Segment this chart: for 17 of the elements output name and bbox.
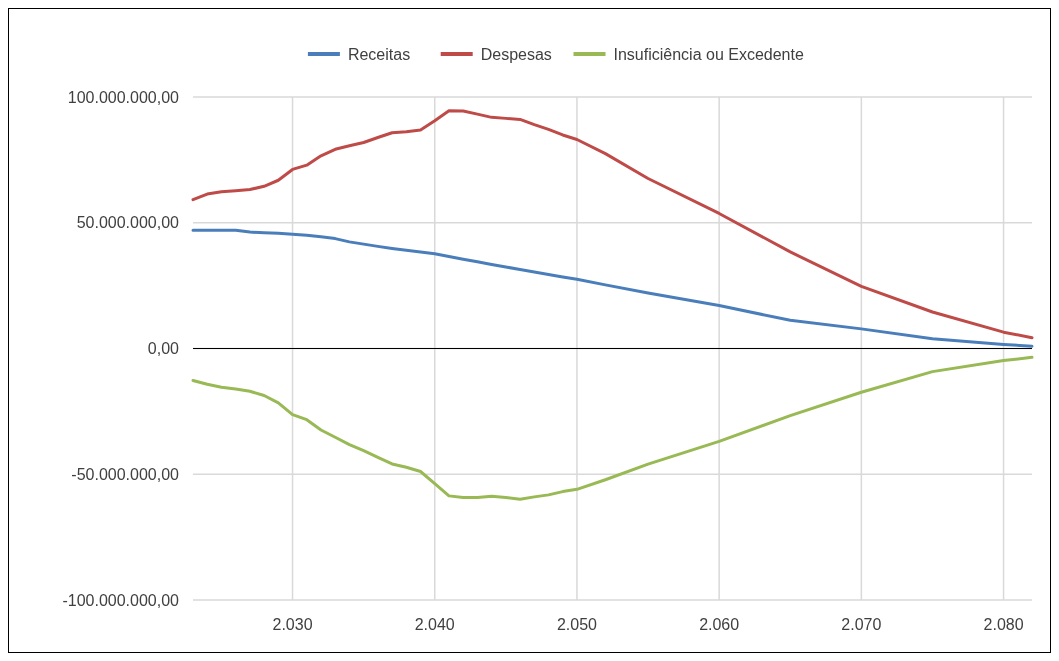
- y-tick-label: 100.000.000,00: [67, 88, 180, 106]
- line-series: [191, 228, 1034, 348]
- x-tick-label: 2.050: [556, 616, 598, 633]
- x-tick-label: 2.040: [414, 616, 455, 633]
- y-tick-label: 0,00: [147, 340, 180, 357]
- y-tick-label: -100.000.000,00: [62, 591, 180, 609]
- line-series: [191, 355, 1034, 501]
- y-tick-label: -50.000.000,00: [71, 465, 180, 483]
- x-tick-label: 2.060: [699, 616, 740, 633]
- x-tick-label: 2.070: [841, 616, 882, 633]
- y-tick-label: 50.000.000,00: [76, 214, 180, 232]
- x-tick-label: 2.080: [983, 616, 1024, 633]
- legend-label: Insuficiência ou Excedente: [613, 45, 804, 63]
- legend-label: Despesas: [480, 45, 552, 63]
- legend-label: Receitas: [347, 45, 411, 63]
- x-tick-label: 2.030: [272, 616, 313, 633]
- line-series: [191, 109, 1034, 340]
